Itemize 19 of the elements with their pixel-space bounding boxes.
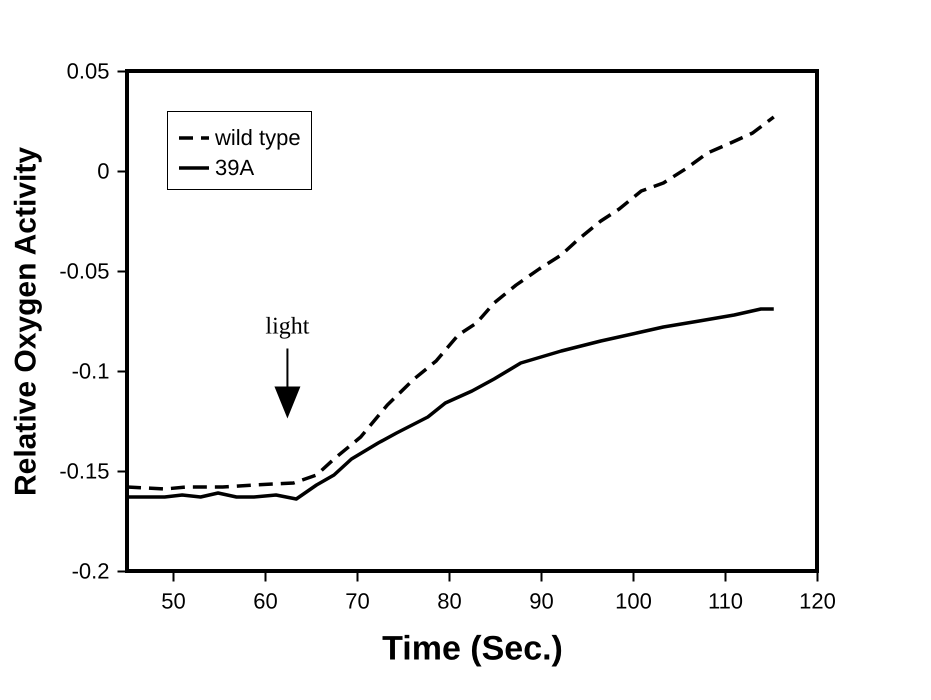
y-tick-label: -0.2 [72, 558, 110, 584]
x-tick-label: 60 [253, 588, 278, 614]
y-tick-label: 0 [97, 158, 110, 184]
y-tick-label: -0.1 [72, 358, 110, 384]
x-tick-label: 120 [799, 588, 836, 614]
y-tick-label: 0.05 [66, 58, 110, 84]
x-tick-label: 90 [529, 588, 554, 614]
x-tick-label: 100 [615, 588, 652, 614]
legend-label: 39A [215, 155, 254, 180]
x-tick-label: 110 [708, 588, 744, 614]
y-axis-title: Relative Oxygen Activity [9, 146, 42, 496]
y-tick-label: -0.15 [59, 458, 110, 484]
annotation: light [265, 314, 310, 340]
x-tick-label: 50 [161, 588, 186, 614]
x-tick-label: 80 [437, 588, 462, 614]
x-tick-label: 70 [345, 588, 370, 614]
legend-label: wild type [214, 125, 301, 150]
y-tick-label: -0.05 [59, 258, 110, 284]
x-axis-title: Time (Sec.) [382, 630, 563, 668]
